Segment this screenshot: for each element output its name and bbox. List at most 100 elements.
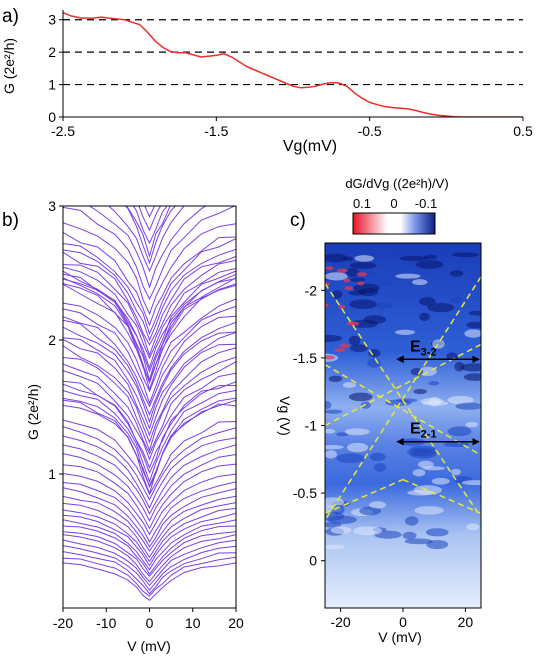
y-tick-label: 3	[48, 12, 56, 28]
bias-trace	[63, 356, 236, 453]
heatmap-patch	[460, 363, 481, 372]
heatmap-patch	[325, 266, 334, 271]
heatmap-patch	[463, 373, 481, 381]
y-tick-label: 1	[48, 77, 56, 93]
heatmap-patch	[346, 442, 369, 453]
x-axis-label: Vg(mV)	[283, 138, 337, 155]
x-tick-label: 0.5	[513, 123, 533, 139]
bias-trace	[63, 531, 236, 577]
heatmap-patch	[375, 302, 393, 309]
panel-a-label: a)	[2, 6, 19, 27]
heatmap-patch	[419, 312, 430, 321]
axis-ticks: -20 -10 0 10 20 1 2 3	[48, 198, 244, 631]
bias-trace	[63, 507, 236, 563]
heatmap-patch	[404, 538, 433, 545]
y-tick-label: -1	[305, 418, 318, 434]
heatmap-patch	[328, 375, 343, 383]
diamond-line	[325, 283, 481, 518]
x-tick-label: -10	[96, 615, 116, 631]
heatmap-patch	[344, 286, 354, 291]
bias-trace	[63, 305, 236, 405]
heatmap-patch	[415, 260, 444, 269]
x-tick-label: 0	[146, 615, 154, 631]
y-tick-label: 0	[309, 553, 317, 569]
bias-trace	[63, 512, 236, 567]
heatmap	[325, 243, 481, 608]
heatmap-patch	[464, 329, 481, 338]
x-tick-label: -20	[53, 615, 73, 631]
heatmap-patch	[356, 281, 365, 286]
heatmap-patch	[428, 381, 440, 386]
colorbar-tick-label: 0	[390, 196, 397, 211]
x-tick-label: -1.5	[204, 123, 228, 139]
bias-trace	[63, 238, 236, 336]
heatmap-patch	[349, 319, 378, 328]
bias-trace	[63, 273, 236, 370]
heatmap-patch	[325, 428, 336, 434]
heatmap-patch	[413, 389, 427, 395]
heatmap-patch	[432, 339, 445, 349]
panel-b: -20 -10 0 10 20 1 2 3 V (mV) G (2e²/h)	[25, 198, 244, 654]
heatmap-patch	[336, 453, 365, 464]
heatmap-patch	[343, 278, 351, 283]
bias-trace	[144, 206, 156, 219]
heatmap-patch	[342, 382, 357, 388]
heatmap-patch	[450, 296, 463, 304]
axis-ticks: -20 0 20 -2 -1.5 -1 -0.5 0	[293, 282, 474, 630]
bias-trace	[126, 206, 171, 258]
bias-trace	[63, 277, 236, 385]
heatmap-patch	[423, 254, 437, 260]
bias-trace	[63, 502, 236, 559]
y-tick-label: 3	[48, 198, 56, 214]
panel-a: -2.5 -1.5 -0.5 0.5 0 1 2 3 Vg(mV) G (2e²/h)	[1, 10, 533, 155]
y-tick-label: -0.5	[293, 485, 317, 501]
bias-trace	[138, 206, 162, 232]
diamond-line	[325, 276, 481, 521]
heatmap-patch	[334, 348, 346, 353]
heatmap-patch	[409, 445, 436, 453]
bias-trace	[63, 562, 236, 601]
heatmap-patch	[356, 272, 368, 277]
x-tick-label: -2.5	[51, 123, 75, 139]
x-tick-label: -0.5	[358, 123, 382, 139]
heatmap-patch	[428, 397, 441, 407]
heatmap-patch	[325, 409, 343, 414]
bias-trace	[63, 539, 236, 587]
heatmap-patch	[325, 303, 329, 308]
x-axis-label: V (mV)	[378, 629, 422, 645]
heatmap-patch	[419, 296, 436, 306]
heatmap-patch	[350, 344, 368, 353]
bias-trace	[63, 473, 236, 536]
panel-b-label: b)	[2, 210, 19, 231]
bias-trace	[63, 426, 236, 501]
heatmap-patch	[461, 480, 481, 486]
heatmap-patch	[325, 450, 337, 459]
heatmap-patch	[345, 268, 360, 277]
heatmap-patch	[447, 395, 474, 405]
bias-trace	[63, 453, 236, 522]
bias-trace	[63, 206, 236, 301]
heatmap-patch	[330, 526, 352, 535]
heatmap-patch	[412, 469, 426, 477]
bias-trace	[88, 206, 207, 289]
heatmap-patch	[395, 329, 416, 335]
bias-trace	[63, 556, 236, 597]
bias-trace	[63, 270, 236, 373]
heatmap-patch	[336, 268, 348, 273]
x-tick-label: 20	[228, 615, 244, 631]
bias-trace	[63, 266, 236, 360]
heatmap-patch	[399, 255, 429, 262]
heatmap-patch	[325, 511, 345, 521]
bias-trace	[63, 534, 236, 583]
bias-trace	[124, 206, 177, 265]
heatmap-patch	[369, 501, 387, 509]
reference-lines	[63, 19, 523, 86]
bias-trace	[63, 222, 236, 316]
bias-trace	[63, 487, 236, 548]
y-axis-label: G (2e²/h)	[1, 38, 17, 94]
heatmap-patch	[338, 304, 346, 309]
heatmap-patch	[374, 530, 402, 539]
colorbar	[352, 212, 436, 235]
bias-trace	[63, 383, 236, 470]
